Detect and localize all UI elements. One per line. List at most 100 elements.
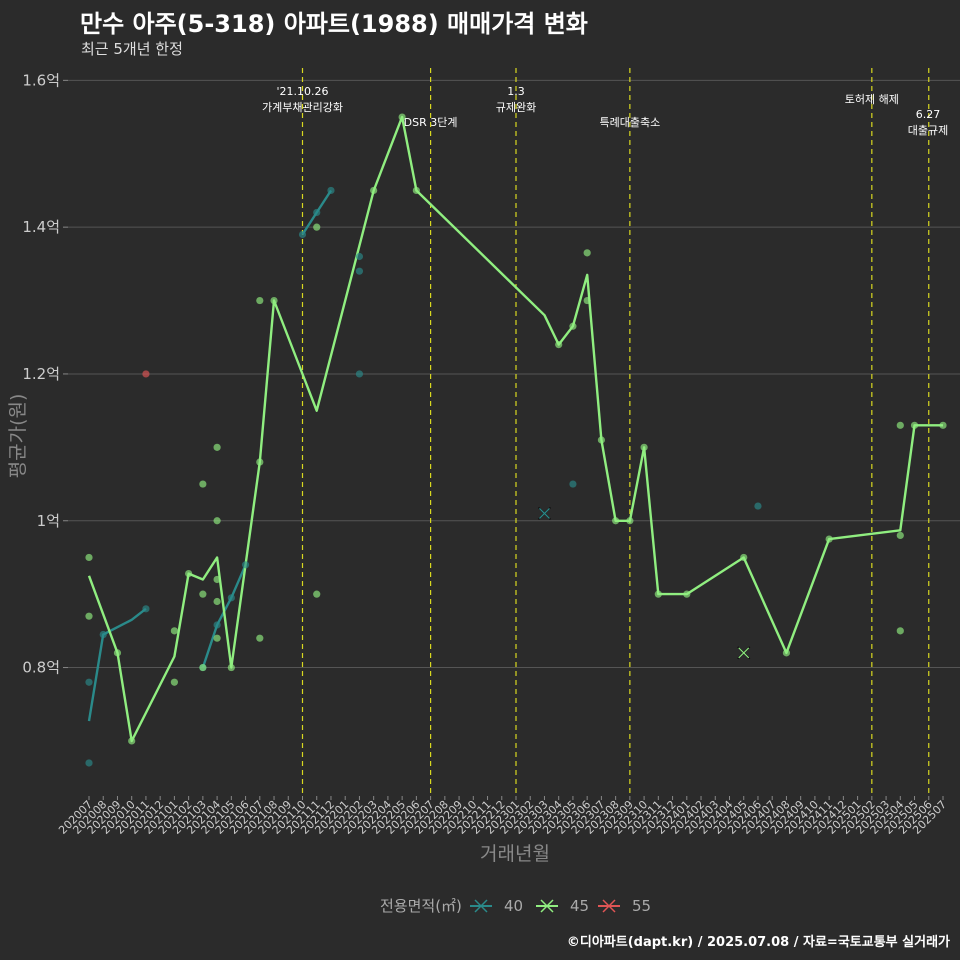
legend-key-cross bbox=[474, 899, 488, 913]
data-point-45 bbox=[313, 223, 321, 231]
data-point-45 bbox=[939, 421, 947, 429]
data-point-45 bbox=[85, 612, 93, 620]
series-line-40 bbox=[87, 607, 147, 722]
data-point-45 bbox=[412, 186, 420, 195]
data-point-45 bbox=[85, 553, 93, 562]
legend-label: 55 bbox=[632, 897, 651, 915]
data-point-40 bbox=[142, 605, 150, 613]
data-point-40 bbox=[569, 480, 577, 488]
data-point-40 bbox=[99, 630, 107, 639]
data-point-45 bbox=[256, 634, 264, 642]
data-point-40 bbox=[355, 370, 364, 378]
policy-lines bbox=[301, 68, 930, 796]
policy-annotation: 규제완화 bbox=[496, 101, 536, 114]
policy-annotation: 대출규제 bbox=[908, 124, 948, 137]
cross-stroke bbox=[539, 507, 550, 519]
data-point-45 bbox=[398, 113, 406, 121]
policy-annotation: 특례대출축소 bbox=[599, 116, 660, 129]
data-point-45 bbox=[113, 649, 122, 657]
data-point-45 bbox=[313, 590, 321, 598]
data-point-45 bbox=[612, 517, 620, 525]
legend-item-40: 40 bbox=[470, 897, 523, 915]
legend-title: 전용면적(㎡) bbox=[380, 897, 462, 915]
data-point-45 bbox=[256, 458, 264, 466]
data-point-45 bbox=[199, 663, 207, 672]
data-point-45 bbox=[213, 634, 221, 642]
policy-annotation: 토허제 해제 bbox=[845, 92, 899, 106]
data-point-40 bbox=[355, 252, 364, 261]
data-points bbox=[85, 113, 947, 767]
data-point-40 bbox=[313, 208, 321, 217]
data-point-40 bbox=[85, 759, 93, 767]
data-point-45 bbox=[597, 436, 606, 444]
data-point-45 bbox=[910, 421, 919, 429]
source-caption: ©디아파트(dapt.kr) / 2025.07.08 / 자료=국토교통부 실… bbox=[566, 935, 950, 950]
data-point-45 bbox=[199, 480, 207, 488]
data-point-45 bbox=[555, 340, 563, 349]
data-point-45 bbox=[185, 569, 193, 578]
data-point-40 bbox=[355, 267, 364, 275]
chart-subtitle: 최근 5개년 한정 bbox=[81, 40, 183, 58]
data-point-45 bbox=[170, 627, 178, 635]
data-point-45 bbox=[270, 296, 278, 305]
data-point-45 bbox=[128, 737, 136, 745]
legend-label: 40 bbox=[504, 897, 523, 915]
policy-annotation: 가계부채관리강화 bbox=[262, 101, 343, 114]
data-point-45 bbox=[583, 249, 591, 257]
data-point-45 bbox=[626, 517, 634, 525]
data-point-45 bbox=[896, 627, 904, 635]
data-point-45 bbox=[583, 296, 591, 305]
y-tick-label: 1.6억 bbox=[22, 71, 60, 89]
data-point-45 bbox=[213, 443, 221, 451]
y-tick-label: 1억 bbox=[37, 512, 60, 530]
cross-stroke bbox=[738, 647, 750, 659]
data-point-45 bbox=[782, 649, 791, 657]
data-point-45 bbox=[227, 663, 235, 672]
y-axis-title: 평균가(원) bbox=[7, 394, 29, 479]
data-point-45 bbox=[569, 322, 577, 330]
legend: 전용면적(㎡) 40 45 55 bbox=[380, 897, 651, 915]
data-point-40 bbox=[327, 186, 335, 195]
policy-annotation: 1.3 bbox=[507, 85, 525, 98]
data-point-45 bbox=[199, 590, 207, 598]
data-point-45 bbox=[896, 421, 904, 429]
data-point-45 bbox=[683, 590, 691, 598]
y-tick-label: 1.4억 bbox=[22, 218, 60, 236]
data-point-45 bbox=[170, 678, 178, 686]
chart-title: 만수 아주(5-318) 아파트(1988) 매매가격 변화 bbox=[80, 10, 588, 38]
legend-key-cross bbox=[540, 899, 554, 913]
legend-item-45: 45 bbox=[536, 897, 589, 915]
data-point-40 bbox=[298, 230, 307, 239]
data-point-45 bbox=[640, 443, 648, 451]
data-cross-40 bbox=[537, 506, 552, 520]
y-tick-label: 1.2억 bbox=[22, 365, 60, 383]
data-point-45 bbox=[896, 531, 904, 540]
policy-annotation: '21.10.26 bbox=[276, 85, 328, 98]
x-axis-ticks: 2020072020082020092020102020112020122021… bbox=[56, 796, 949, 837]
data-point-45 bbox=[213, 597, 221, 606]
data-point-40 bbox=[227, 594, 235, 602]
legend-label: 45 bbox=[570, 897, 589, 915]
legend-key-cross bbox=[602, 899, 616, 913]
data-point-40 bbox=[241, 561, 250, 569]
data-point-45 bbox=[370, 186, 378, 195]
data-point-40 bbox=[85, 678, 93, 686]
legend-item-55: 55 bbox=[598, 897, 651, 915]
data-point-55 bbox=[142, 370, 150, 378]
y-tick-label: 0.8억 bbox=[22, 659, 60, 677]
policy-annotation: 6.27 bbox=[916, 108, 941, 121]
data-point-45 bbox=[256, 296, 264, 305]
data-point-40 bbox=[754, 502, 762, 510]
x-axis-title: 거래년월 bbox=[480, 843, 550, 865]
data-point-45 bbox=[213, 575, 221, 584]
data-cross-45 bbox=[737, 646, 751, 660]
policy-annotation: DSR 3단계 bbox=[404, 116, 458, 129]
data-point-45 bbox=[740, 553, 748, 562]
y-axis-ticks: 0.8억 1억 1.2억 1.4억 1.6억 bbox=[22, 71, 68, 677]
data-point-45 bbox=[654, 590, 662, 598]
data-point-40 bbox=[213, 621, 221, 629]
data-point-45 bbox=[213, 517, 221, 525]
data-point-45 bbox=[825, 535, 833, 543]
